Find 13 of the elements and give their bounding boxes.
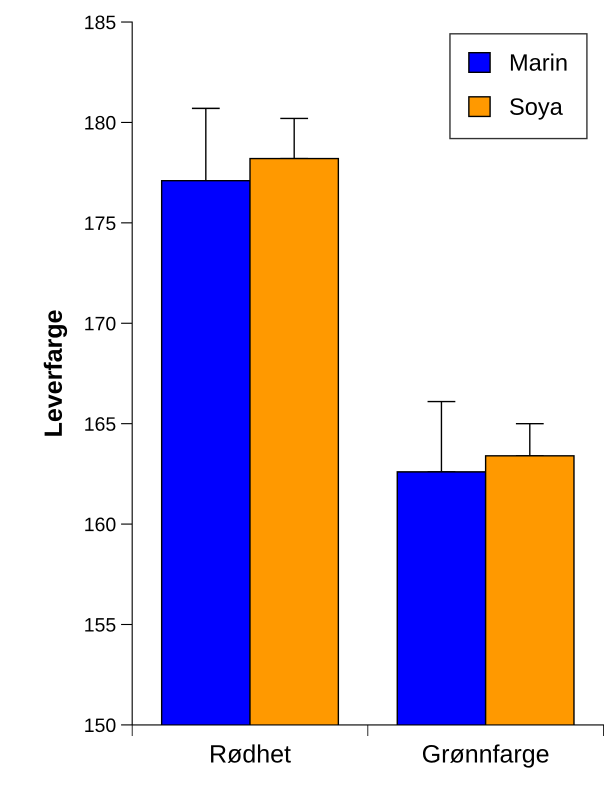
legend-label: Soya xyxy=(510,98,563,120)
y-tick-label: 170 xyxy=(85,316,116,330)
x-tick-label: Grønnfarge xyxy=(422,744,548,768)
y-tick-label: 180 xyxy=(85,116,116,130)
y-tick-label: 160 xyxy=(85,518,116,532)
y-tick-label: 185 xyxy=(85,15,116,30)
y-axis-title: Leverfarge xyxy=(44,310,68,436)
legend-label: Marin xyxy=(510,54,566,71)
y-tick-label: 175 xyxy=(85,216,116,230)
y-tick-label: 165 xyxy=(85,417,116,431)
x-tick-label: Rødhet xyxy=(211,744,291,763)
y-tick-label: 150 xyxy=(85,718,116,732)
y-tick-label: 155 xyxy=(85,618,116,632)
